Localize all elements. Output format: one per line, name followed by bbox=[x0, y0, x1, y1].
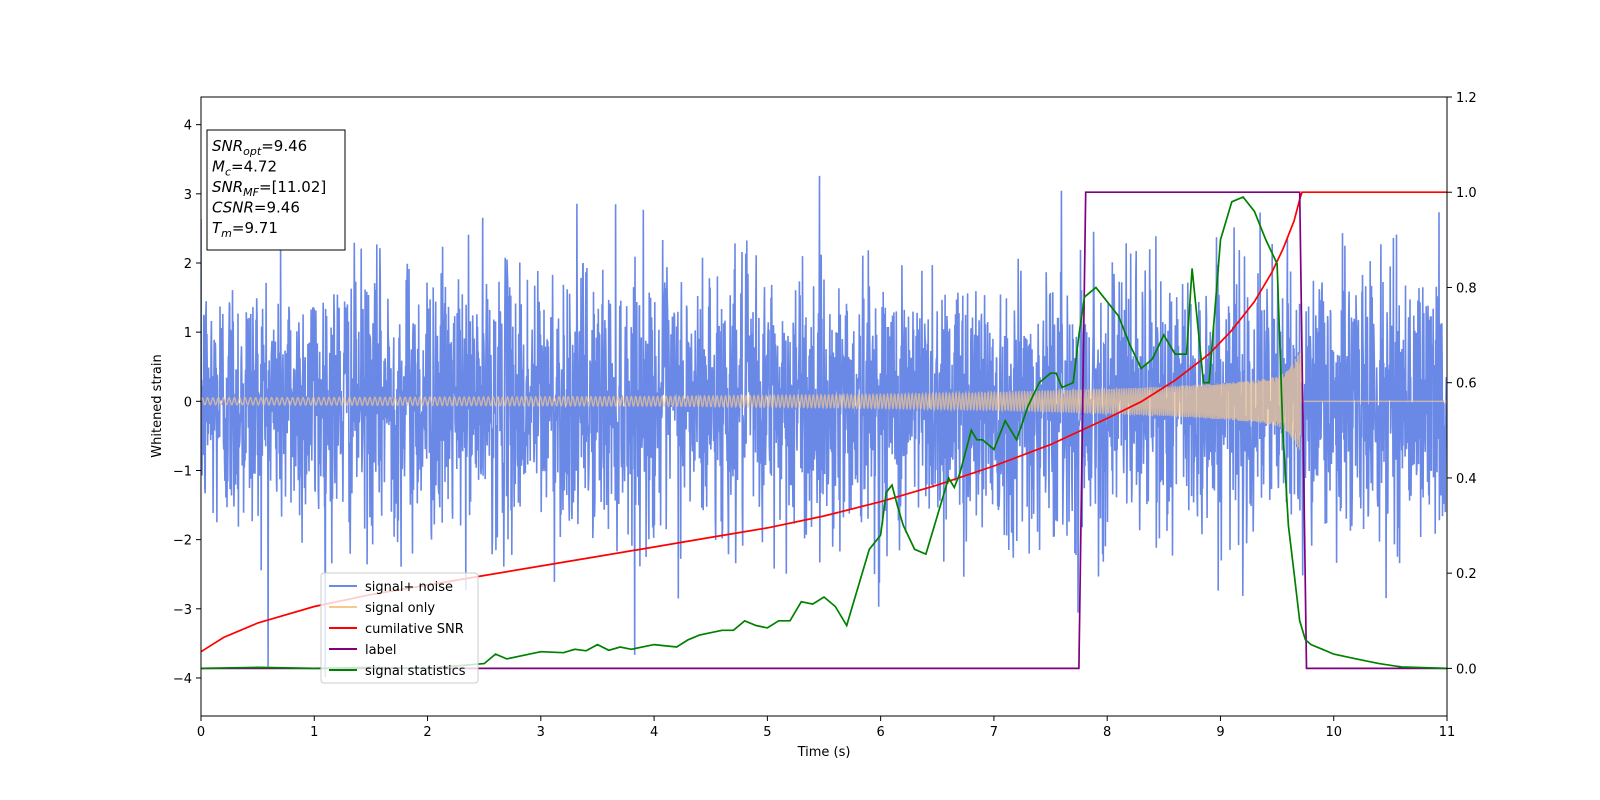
legend-box bbox=[320, 572, 479, 684]
x-axis-label: Time (s) bbox=[797, 745, 851, 760]
x-tick-label: 9 bbox=[1216, 725, 1224, 740]
annotation-line: Tm=9.71 bbox=[212, 219, 278, 240]
x-tick-label: 3 bbox=[537, 725, 545, 740]
y-tick-label: −4 bbox=[173, 672, 192, 687]
y2-tick-label: 0.2 bbox=[1456, 567, 1477, 582]
annotation-value: =[11.02] bbox=[259, 178, 326, 196]
y2-tick-label: 0.8 bbox=[1456, 281, 1477, 296]
x-tick-label: 5 bbox=[763, 725, 771, 740]
annotation-symbol: M bbox=[212, 158, 225, 176]
y2-tick-label: 0.6 bbox=[1456, 377, 1477, 392]
y-tick-label: −2 bbox=[173, 534, 192, 549]
legend-label: label bbox=[365, 643, 396, 658]
series-signal-noise bbox=[201, 175, 1447, 677]
annotation-value: =4.72 bbox=[231, 158, 277, 176]
annotation-subscript: opt bbox=[243, 145, 262, 158]
annotation-value: =9.46 bbox=[254, 199, 300, 217]
annotation-symbol: CSNR bbox=[212, 199, 254, 217]
y2-tick-label: 0.4 bbox=[1456, 472, 1477, 487]
series-signal-only bbox=[201, 353, 1447, 450]
annotation-box: SNRopt=9.46Mc=4.72SNRMF=[11.02]CSNR=9.46… bbox=[206, 129, 346, 251]
annotation-symbol: SNR bbox=[212, 178, 243, 196]
annotation-line: Mc=4.72 bbox=[212, 158, 277, 179]
legend-label: cumilative SNR bbox=[365, 622, 464, 637]
x-tick-label: 0 bbox=[197, 725, 205, 740]
legend-label: signal+ noise bbox=[365, 580, 453, 595]
y2-tick-label: 0.0 bbox=[1456, 662, 1477, 677]
x-tick-label: 6 bbox=[876, 725, 884, 740]
x-tick-label: 11 bbox=[1439, 725, 1456, 740]
y-axis-label: Whitened strain bbox=[150, 354, 165, 457]
annotation-subscript: m bbox=[221, 227, 232, 240]
y2-axis: 0.0 0.2 0.4 0.6 0.8 1.0 1.2 bbox=[1447, 91, 1477, 677]
annotation-line: SNRMF=[11.02] bbox=[212, 178, 326, 199]
y2-tick-label: 1.0 bbox=[1456, 186, 1477, 201]
y-tick-label: 4 bbox=[184, 119, 192, 134]
y-tick-label: 0 bbox=[184, 395, 192, 410]
series-signal-statistics bbox=[201, 195, 1447, 670]
x-axis: 0 1 2 3 4 5 6 7 8 9 10 11 bbox=[197, 716, 1455, 740]
legend-label: signal statistics bbox=[365, 664, 466, 679]
y2-tick-label: 1.2 bbox=[1456, 91, 1477, 106]
annotation-value: =9.71 bbox=[232, 219, 278, 237]
legend: signal+ noise signal only cumilative SNR la… bbox=[320, 572, 479, 684]
plot-frame bbox=[200, 96, 1448, 717]
annotation-line: SNRopt=9.46 bbox=[212, 137, 307, 158]
legend-label: signal only bbox=[365, 601, 435, 616]
y-tick-label: 1 bbox=[184, 326, 192, 341]
x-tick-label: 4 bbox=[650, 725, 658, 740]
x-tick-label: 2 bbox=[423, 725, 431, 740]
x-tick-label: 7 bbox=[990, 725, 998, 740]
annotation-subscript: MF bbox=[243, 186, 259, 199]
annotation-symbol: T bbox=[212, 219, 223, 237]
x-tick-label: 8 bbox=[1103, 725, 1111, 740]
annotation-value: =9.46 bbox=[261, 137, 307, 155]
x-tick-label: 1 bbox=[310, 725, 318, 740]
annotation-frame bbox=[206, 129, 346, 251]
annotation-subscript: c bbox=[225, 166, 231, 179]
y-tick-label: 3 bbox=[184, 188, 192, 203]
x-tick-label: 10 bbox=[1325, 725, 1342, 740]
y-tick-label: 2 bbox=[184, 257, 192, 272]
y-tick-label: −3 bbox=[173, 603, 192, 618]
annotation-line: CSNR=9.46 bbox=[212, 199, 300, 217]
y-axis: −4 −3 −2 −1 0 1 2 3 4 bbox=[173, 119, 201, 687]
y-tick-label: −1 bbox=[173, 464, 192, 479]
series-label bbox=[201, 191, 1447, 670]
annotation-symbol: SNR bbox=[212, 137, 243, 155]
